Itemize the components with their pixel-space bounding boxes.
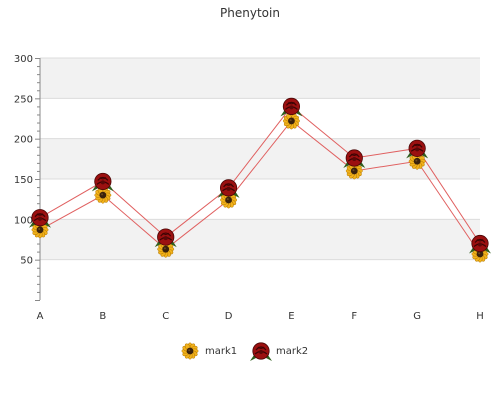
background-band xyxy=(40,138,480,179)
legend-item-mark1: mark1 xyxy=(181,342,237,360)
legend-label-mark1: mark1 xyxy=(205,346,237,357)
x-axis: A B C D E F G H xyxy=(37,311,484,322)
data-point-mark2 xyxy=(91,172,114,192)
background-band xyxy=(40,219,480,260)
y-tick-label: 100 xyxy=(14,215,33,226)
series-line-mark1 xyxy=(39,120,481,255)
y-tick-label: 200 xyxy=(14,135,33,146)
x-tick-label: H xyxy=(476,311,484,322)
data-point-mark2 xyxy=(280,97,303,117)
x-tick-label: E xyxy=(288,311,294,322)
series-markers xyxy=(29,97,491,263)
legend-label-mark2: mark2 xyxy=(276,346,308,357)
y-tick-label: 300 xyxy=(14,54,33,65)
x-tick-label: F xyxy=(351,311,357,322)
x-tick-label: C xyxy=(162,311,169,322)
x-tick-label: A xyxy=(37,311,44,322)
data-point-mark2 xyxy=(469,234,491,254)
background-band xyxy=(40,58,480,99)
data-point-mark1 xyxy=(282,112,300,130)
data-point-mark2 xyxy=(343,149,366,169)
legend-sunflower-icon xyxy=(181,342,199,360)
data-point-mark2 xyxy=(154,228,177,248)
data-point-mark2 xyxy=(406,139,429,159)
y-axis: 50 100 150 200 250 300 xyxy=(14,54,41,301)
data-point-mark1 xyxy=(31,221,49,239)
y-tick-label: 150 xyxy=(14,175,33,186)
y-tick-label: 250 xyxy=(14,94,33,105)
legend-item-mark2: mark2 xyxy=(250,342,308,361)
background-bands xyxy=(40,58,480,260)
y-tick-label: 50 xyxy=(20,256,33,267)
x-tick-label: G xyxy=(413,311,421,322)
legend-red-rose-icon xyxy=(250,342,272,361)
data-point-mark2 xyxy=(217,179,240,198)
chart-title: Phenytoin xyxy=(220,6,280,20)
x-tick-label: D xyxy=(225,311,233,322)
x-tick-label: B xyxy=(99,311,106,322)
data-point-mark2 xyxy=(29,209,51,228)
grid-lines xyxy=(40,57,480,261)
legend: mark1 mark2 xyxy=(181,342,308,361)
